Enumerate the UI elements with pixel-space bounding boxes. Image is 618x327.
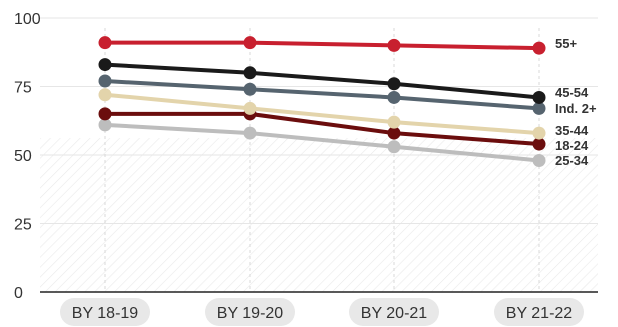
y-tick-label: 75 [14, 80, 32, 97]
data-point [387, 140, 401, 154]
series-line [103, 111, 541, 147]
series-label: 18-24 [555, 138, 589, 153]
series-label: 45-54 [555, 85, 589, 100]
data-point [243, 66, 257, 80]
series-3 [98, 88, 546, 140]
data-point [243, 101, 257, 115]
series-1 [98, 58, 546, 104]
data-point [387, 126, 401, 140]
data-point [98, 88, 112, 102]
x-tick-pill [349, 298, 439, 326]
data-point [532, 90, 546, 104]
data-point [532, 126, 546, 140]
x-tick-label: BY 21-22 [506, 305, 573, 322]
data-point [98, 74, 112, 88]
series-4 [98, 107, 546, 151]
data-point [532, 101, 546, 115]
x-tick-label: BY 20-21 [361, 305, 428, 322]
data-point [98, 118, 112, 132]
data-point [98, 58, 112, 72]
data-point [243, 36, 257, 50]
data-point [243, 82, 257, 96]
x-tick: BY 18-19 [60, 298, 150, 326]
series-label: 55+ [555, 36, 577, 51]
series-line [103, 79, 541, 111]
data-point [387, 77, 401, 91]
series-line [103, 92, 541, 136]
y-axis: 0 25 50 75 100 [14, 11, 41, 302]
x-tick-pill [60, 298, 150, 326]
y-tick-label: 50 [14, 148, 32, 165]
x-tick-pill [205, 298, 295, 326]
series-2 [98, 74, 546, 115]
series-label: 35-44 [555, 123, 589, 138]
x-tick-label: BY 18-19 [72, 305, 139, 322]
x-tick: BY 20-21 [349, 298, 439, 326]
series-lines [98, 36, 546, 167]
data-point [532, 41, 546, 55]
data-point [387, 38, 401, 52]
y-tick-label: 100 [14, 11, 41, 28]
series-label: Ind. 2+ [555, 101, 597, 116]
gridlines [40, 17, 598, 292]
x-tick: BY 19-20 [205, 298, 295, 326]
y-tick-label: 25 [14, 217, 32, 234]
hatched-background [40, 138, 598, 292]
data-point [387, 90, 401, 104]
series-line [103, 40, 541, 51]
series-label: 25-34 [555, 153, 589, 168]
data-point [98, 36, 112, 50]
data-point [532, 137, 546, 151]
series-line [103, 62, 541, 100]
data-point [243, 126, 257, 140]
series-line [103, 122, 541, 163]
data-point [532, 153, 546, 167]
series-0 [98, 36, 546, 55]
series-5 [98, 118, 546, 167]
data-point [387, 115, 401, 129]
data-point [98, 107, 112, 121]
y-tick-label: 0 [14, 285, 23, 302]
x-tick-label: BY 19-20 [217, 305, 284, 322]
x-tick: BY 21-22 [494, 298, 584, 326]
x-axis: BY 18-19 BY 19-20 BY 20-21 BY 21-22 [60, 298, 584, 326]
x-tick-pill [494, 298, 584, 326]
